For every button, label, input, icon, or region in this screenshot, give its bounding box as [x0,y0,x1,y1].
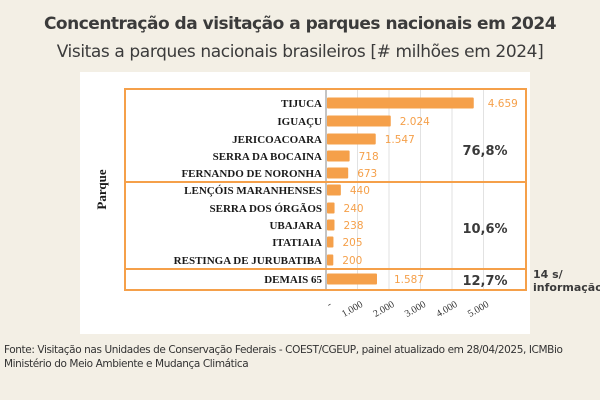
group-box [124,88,527,291]
value-label: 1.587 [394,274,424,286]
category-label: IGUAÇU [277,116,322,128]
bar-0 [327,97,474,109]
value-label: 2.024 [400,116,430,128]
value-label: 673 [357,168,377,180]
bar-9 [327,254,334,266]
x-tick-label: 2.000 [372,299,397,320]
x-tick-label: 5.000 [466,299,491,320]
annotation-no-info: 14 s/ informação [533,268,600,294]
bar-8 [327,236,334,248]
category-label: SERRA DA BOCAINA [213,151,322,163]
value-label: 200 [342,255,362,267]
x-tick-label: - [325,299,333,310]
group-share-label: 10,6% [462,222,507,237]
category-label: ITATIAIA [272,237,322,249]
chart-title: Concentração da visitação a parques naci… [43,14,557,34]
group-share-label: 12,7% [462,274,507,289]
category-label: FERNANDO DE NORONHA [181,168,322,180]
value-label: 718 [359,151,379,163]
value-label: 205 [342,237,362,249]
bar-7 [327,219,335,231]
category-label: RESTINGA DE JURUBATIBA [174,255,322,267]
bar-4 [327,167,349,179]
category-label: DEMAIS 65 [264,274,322,286]
source-line-1: Fonte: Visitação nas Unidades de Conserv… [4,344,563,356]
chart-subtitle: Visitas a parques nacionais brasileiros … [56,42,544,62]
value-label: 240 [344,203,364,215]
category-label: TIJUCA [281,98,322,110]
value-label: 440 [350,185,370,197]
x-tick-label: 4.000 [435,299,460,320]
x-tick-label: 3.000 [403,299,428,320]
source-note: Fonte: Visitação nas Unidades de Conserv… [4,343,596,371]
group-share-label: 76,8% [462,144,507,159]
bar-5 [327,184,341,196]
bar-6 [327,202,335,214]
y-axis-title: Parque [94,169,109,209]
category-label: SERRA DOS ÓRGÃOS [210,203,322,215]
bar-1 [327,115,391,127]
category-label: LENÇÓIS MARANHENSES [184,185,322,197]
source-line-2: Ministério do Meio Ambiente e Mudança Cl… [4,358,249,370]
category-label: JERICOACOARA [232,134,322,146]
value-label: 238 [343,220,363,232]
value-label: 1.547 [385,134,415,146]
x-tick-label: 1.000 [340,299,365,320]
bar-10 [327,273,377,285]
value-label: 4.659 [488,98,518,110]
bar-2 [327,133,376,145]
category-label: UBAJARA [269,220,322,232]
bar-3 [327,150,350,162]
